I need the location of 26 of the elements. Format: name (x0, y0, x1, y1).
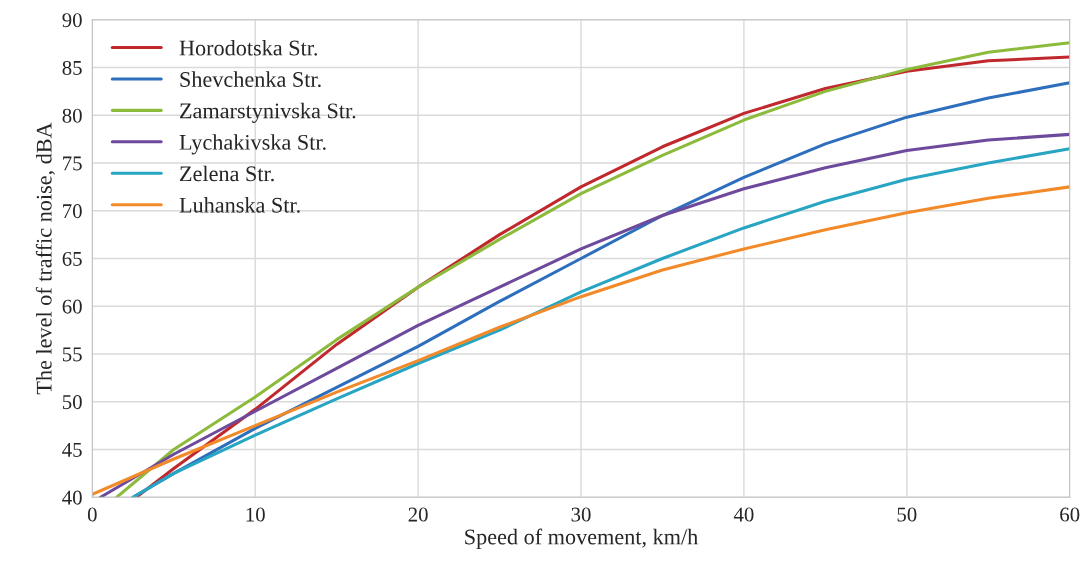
legend-label: Lychakivska Str. (179, 134, 326, 155)
y-tick-label: 50 (62, 395, 82, 410)
y-tick-label: 55 (62, 347, 82, 362)
y-tick-label: 75 (63, 156, 82, 171)
y-tick-label: 80 (62, 108, 82, 123)
legend-label: Zelena Str. (180, 165, 274, 182)
x-tick-label: 10 (246, 507, 265, 522)
legend-label: Horodotska Str. (179, 39, 318, 56)
x-axis-title: Speed of movement, km/h (465, 528, 698, 549)
y-tick-label: 70 (63, 204, 82, 219)
x-tick-label: 30 (571, 507, 591, 522)
x-tick-label: 20 (408, 507, 428, 522)
legend-label: Luhanska Str. (179, 197, 300, 213)
y-tick-label: 90 (62, 13, 82, 28)
y-axis-title: The level of traffic noise, dBA (35, 122, 55, 395)
x-tick-label: 60 (1060, 507, 1080, 522)
legend-label: Zamarstynivska Str. (180, 102, 356, 123)
y-tick-label: 65 (62, 251, 82, 266)
y-tick-label: 45 (62, 442, 82, 457)
x-tick-label: 40 (733, 507, 754, 522)
x-tick-label: 0 (87, 507, 97, 522)
y-tick-label: 60 (62, 299, 82, 314)
legend-label: Shevchenka Str. (180, 71, 321, 88)
y-tick-label: 40 (62, 490, 82, 505)
x-tick-label: 50 (897, 507, 917, 522)
y-tick-label: 85 (62, 60, 82, 75)
